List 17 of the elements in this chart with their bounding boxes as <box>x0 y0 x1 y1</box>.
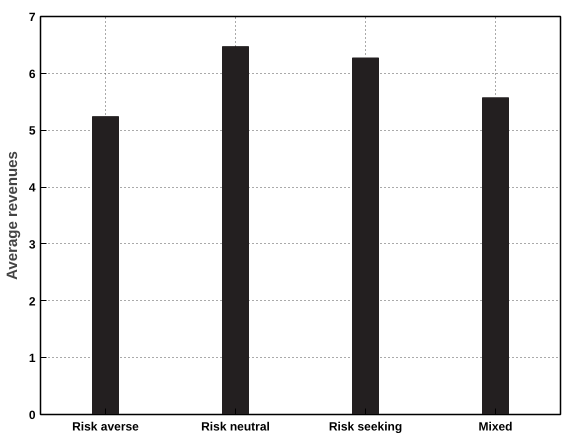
y-tick-label: 5 <box>28 124 36 138</box>
y-tick-label: 4 <box>28 180 36 195</box>
bar <box>222 46 249 414</box>
bar <box>482 97 509 414</box>
y-tick-label: 3 <box>28 237 36 252</box>
y-tick-label: 6 <box>28 66 36 81</box>
y-tick-label: 7 <box>28 10 36 24</box>
y-tick-label: 0 <box>28 408 36 422</box>
bar <box>352 58 379 414</box>
x-tick-label: Mixed <box>478 420 513 434</box>
x-tick-label: Risk averse <box>72 420 140 434</box>
y-axis-title: Average revenues <box>4 151 21 280</box>
y-tick-label: 1 <box>28 351 36 366</box>
bar <box>92 116 119 414</box>
x-tick-label: Risk neutral <box>201 420 270 434</box>
y-tick-label: 2 <box>28 294 36 308</box>
x-tick-label: Risk seeking <box>328 420 402 434</box>
